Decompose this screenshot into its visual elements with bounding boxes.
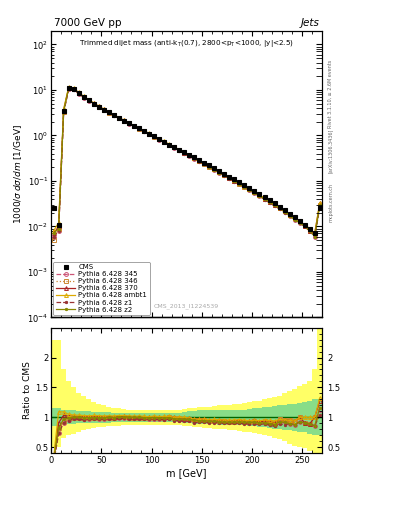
Pythia 6.428 370 <box>157 136 162 142</box>
Line: Pythia 6.428 346: Pythia 6.428 346 <box>51 87 322 242</box>
Pythia 6.428 346 <box>237 181 242 187</box>
Pythia 6.428 345 <box>212 166 217 173</box>
Pythia 6.428 ambt1 <box>318 200 322 206</box>
Pythia 6.428 345 <box>237 181 242 187</box>
Pythia 6.428 z1 <box>318 204 322 210</box>
Pythia 6.428 346 <box>212 166 217 173</box>
Text: Rivet 3.1.10, ≥ 2.6M events: Rivet 3.1.10, ≥ 2.6M events <box>328 60 333 128</box>
Line: Pythia 6.428 ambt1: Pythia 6.428 ambt1 <box>51 85 322 236</box>
Pythia 6.428 ambt1 <box>312 230 317 237</box>
Pythia 6.428 z1 <box>212 167 217 173</box>
Pythia 6.428 346 <box>51 237 56 243</box>
Line: Pythia 6.428 370: Pythia 6.428 370 <box>51 86 322 236</box>
Pythia 6.428 z1 <box>51 233 56 240</box>
Line: CMS: CMS <box>51 86 322 236</box>
Text: Jets: Jets <box>301 18 320 28</box>
CMS <box>217 168 222 174</box>
Text: CMS_2013_I1224539: CMS_2013_I1224539 <box>154 303 219 309</box>
Pythia 6.428 z2 <box>318 202 322 208</box>
Pythia 6.428 ambt1 <box>237 180 242 186</box>
Pythia 6.428 370 <box>202 160 207 166</box>
Pythia 6.428 346 <box>66 86 71 92</box>
CMS <box>202 160 207 166</box>
Pythia 6.428 370 <box>217 169 222 175</box>
Pythia 6.428 346 <box>157 136 162 142</box>
Pythia 6.428 z2 <box>101 106 106 113</box>
Pythia 6.428 ambt1 <box>51 228 56 234</box>
Pythia 6.428 z2 <box>66 85 71 91</box>
CMS <box>101 106 106 113</box>
CMS <box>212 165 217 172</box>
Y-axis label: Ratio to CMS: Ratio to CMS <box>24 361 32 419</box>
Line: Pythia 6.428 z1: Pythia 6.428 z1 <box>51 87 322 239</box>
Pythia 6.428 346 <box>101 107 106 113</box>
CMS <box>66 85 71 91</box>
Pythia 6.428 z1 <box>217 170 222 176</box>
Pythia 6.428 ambt1 <box>217 169 222 175</box>
Pythia 6.428 346 <box>217 169 222 175</box>
Pythia 6.428 345 <box>318 203 322 209</box>
CMS <box>318 205 322 211</box>
Pythia 6.428 z2 <box>312 233 317 240</box>
Pythia 6.428 z2 <box>237 181 242 187</box>
Text: [arXiv:1306.3436]: [arXiv:1306.3436] <box>328 129 333 174</box>
X-axis label: m [GeV]: m [GeV] <box>166 467 207 478</box>
Line: Pythia 6.428 345: Pythia 6.428 345 <box>51 87 322 239</box>
Pythia 6.428 346 <box>318 202 322 208</box>
Pythia 6.428 ambt1 <box>101 106 106 112</box>
Pythia 6.428 345 <box>202 161 207 167</box>
Pythia 6.428 z1 <box>237 181 242 187</box>
Pythia 6.428 ambt1 <box>212 166 217 172</box>
Pythia 6.428 346 <box>202 161 207 167</box>
Y-axis label: $1000/\sigma\,d\sigma/dm\;[1/\mathrm{GeV}]$: $1000/\sigma\,d\sigma/dm\;[1/\mathrm{GeV… <box>13 124 24 224</box>
Pythia 6.428 370 <box>66 84 71 91</box>
Pythia 6.428 z2 <box>51 230 56 237</box>
Pythia 6.428 345 <box>157 137 162 143</box>
Pythia 6.428 z1 <box>157 137 162 143</box>
Line: Pythia 6.428 z2: Pythia 6.428 z2 <box>51 86 322 239</box>
CMS <box>237 179 242 185</box>
Pythia 6.428 345 <box>217 169 222 176</box>
Pythia 6.428 z1 <box>101 107 106 113</box>
Pythia 6.428 370 <box>101 106 106 113</box>
Pythia 6.428 370 <box>212 166 217 172</box>
Pythia 6.428 370 <box>51 230 56 237</box>
Text: mcplots.cern.ch: mcplots.cern.ch <box>328 183 333 222</box>
Pythia 6.428 z2 <box>157 136 162 142</box>
Text: Trimmed dijet mass (anti-k$_\mathsf{T}$(0.7), 2800<p$_\mathsf{T}$<1000, |y|<2.5): Trimmed dijet mass (anti-k$_\mathsf{T}$(… <box>79 38 294 49</box>
Pythia 6.428 ambt1 <box>202 160 207 166</box>
Pythia 6.428 345 <box>101 107 106 113</box>
Pythia 6.428 z1 <box>66 86 71 92</box>
Pythia 6.428 ambt1 <box>66 84 71 90</box>
CMS <box>51 205 56 211</box>
CMS <box>312 230 317 237</box>
Pythia 6.428 345 <box>66 86 71 92</box>
CMS <box>157 136 162 142</box>
Pythia 6.428 z2 <box>217 169 222 176</box>
Legend: CMS, Pythia 6.428 345, Pythia 6.428 346, Pythia 6.428 370, Pythia 6.428 ambt1, P: CMS, Pythia 6.428 345, Pythia 6.428 346,… <box>53 262 150 315</box>
Pythia 6.428 345 <box>51 233 56 240</box>
Pythia 6.428 z1 <box>202 161 207 167</box>
Pythia 6.428 370 <box>237 180 242 186</box>
Text: 7000 GeV pp: 7000 GeV pp <box>54 18 121 28</box>
Pythia 6.428 ambt1 <box>157 136 162 142</box>
Pythia 6.428 z2 <box>212 166 217 173</box>
Pythia 6.428 370 <box>318 200 322 206</box>
Pythia 6.428 z2 <box>202 161 207 167</box>
